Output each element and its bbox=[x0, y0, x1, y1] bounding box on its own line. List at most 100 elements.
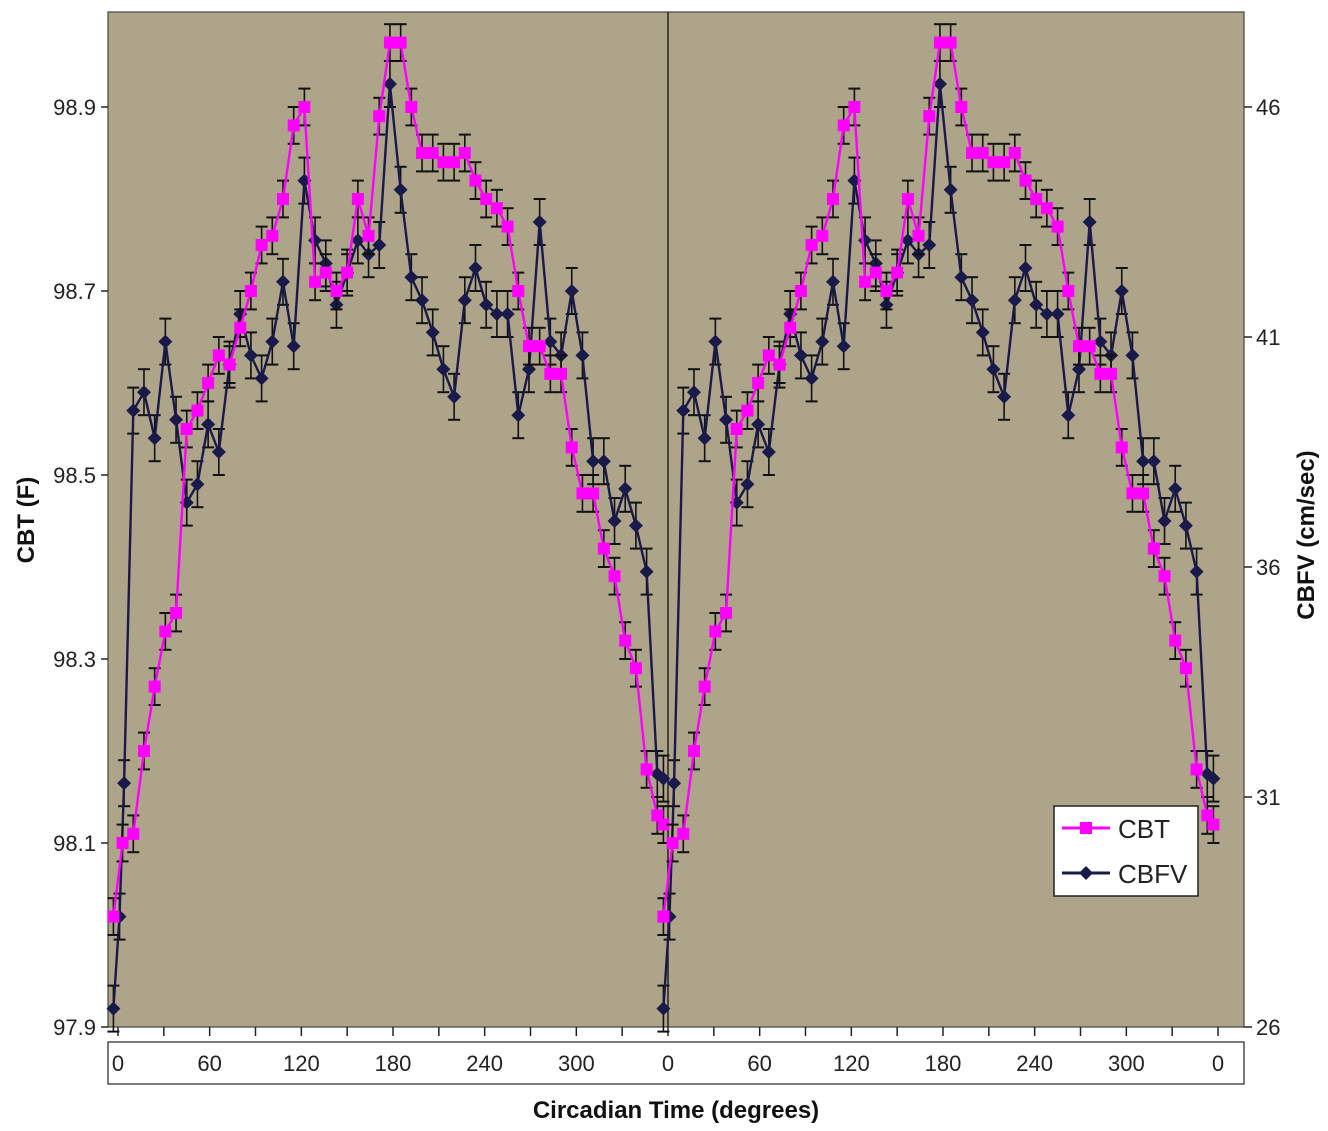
data-point-cbfv bbox=[618, 481, 633, 496]
data-point-cbfv bbox=[575, 348, 590, 363]
data-point-cbt bbox=[773, 358, 786, 371]
x-tick-label: 60 bbox=[197, 1051, 221, 1076]
data-point-cbfv bbox=[628, 518, 643, 533]
y-right-tick-label: 41 bbox=[1256, 325, 1280, 350]
data-point-cbfv bbox=[943, 182, 958, 197]
data-point-cbt bbox=[698, 680, 711, 693]
data-point-cbt bbox=[341, 266, 354, 279]
data-point-cbfv bbox=[1178, 518, 1193, 533]
data-point-cbt bbox=[1008, 147, 1021, 159]
data-point-cbt bbox=[544, 367, 557, 380]
data-point-cbt bbox=[394, 36, 407, 49]
data-point-cbt bbox=[1190, 763, 1203, 776]
data-point-cbt bbox=[1030, 193, 1043, 205]
data-point-cbfv bbox=[986, 362, 1001, 377]
data-point-cbfv bbox=[1157, 514, 1172, 528]
data-point-cbt bbox=[976, 147, 989, 159]
data-point-cbt bbox=[966, 147, 979, 159]
data-point-cbt bbox=[1158, 570, 1171, 583]
data-point-cbfv bbox=[117, 776, 132, 791]
data-point-cbfv bbox=[404, 270, 419, 285]
data-point-cbfv bbox=[676, 403, 691, 418]
data-point-cbfv bbox=[169, 412, 184, 427]
y-left-tick-label: 98.1 bbox=[53, 831, 96, 856]
data-point-cbt bbox=[309, 275, 322, 288]
data-point-cbfv bbox=[1136, 454, 1151, 469]
data-point-cbt bbox=[1137, 487, 1150, 500]
data-point-cbt bbox=[148, 680, 161, 693]
x-tick-label: 0 bbox=[662, 1051, 674, 1076]
x-tick-label: 300 bbox=[558, 1051, 595, 1076]
data-point-cbfv bbox=[751, 417, 766, 432]
data-point-cbt bbox=[351, 193, 364, 205]
data-point-cbt bbox=[1126, 487, 1139, 500]
data-point-cbfv bbox=[136, 385, 151, 400]
x-tick-label: 120 bbox=[833, 1051, 870, 1076]
y-left-tick-label: 98.9 bbox=[53, 95, 96, 120]
data-point-cbt bbox=[629, 662, 642, 675]
data-point-cbfv bbox=[415, 293, 430, 308]
x-axis-title: Circadian Time (degrees) bbox=[533, 1097, 819, 1124]
data-point-cbfv bbox=[932, 77, 947, 91]
data-point-cbt bbox=[458, 147, 471, 159]
data-point-cbfv bbox=[900, 233, 915, 248]
data-point-cbfv bbox=[922, 238, 937, 252]
y-right-tick-label: 31 bbox=[1256, 785, 1280, 810]
data-point-cbt bbox=[859, 275, 872, 288]
data-point-cbt bbox=[426, 147, 439, 159]
data-point-cbt bbox=[180, 423, 193, 435]
data-point-cbfv bbox=[147, 431, 162, 446]
data-point-cbt bbox=[923, 110, 936, 123]
data-point-cbfv bbox=[965, 293, 980, 308]
data-point-cbfv bbox=[350, 233, 365, 248]
data-point-cbfv bbox=[975, 325, 990, 340]
data-point-cbt bbox=[869, 266, 882, 279]
data-point-cbfv bbox=[1082, 215, 1097, 229]
data-point-cbfv bbox=[804, 371, 819, 386]
y-right-axis-title: CBFV (cm/sec) bbox=[1293, 450, 1320, 619]
data-point-cbfv bbox=[997, 389, 1012, 404]
data-point-cbt bbox=[651, 809, 664, 822]
data-point-cbfv bbox=[1018, 261, 1033, 275]
x-axis-box bbox=[107, 1041, 1245, 1085]
data-point-cbt bbox=[127, 827, 140, 840]
y-left-axis-ticks: 97.9 98.1 98.3 98.5 98.7 98.9 bbox=[53, 95, 108, 1040]
data-point-cbt bbox=[266, 229, 279, 242]
data-point-cbfv bbox=[265, 334, 280, 349]
y-right-tick-label: 26 bbox=[1256, 1015, 1280, 1040]
data-point-cbt bbox=[880, 285, 893, 297]
data-point-cbt bbox=[469, 174, 482, 187]
data-point-cbfv bbox=[761, 445, 776, 459]
data-point-cbt bbox=[501, 220, 514, 233]
data-point-cbfv bbox=[607, 514, 622, 528]
data-point-cbfv bbox=[1189, 564, 1204, 579]
x-tick-label: 180 bbox=[925, 1051, 962, 1076]
data-point-cbt bbox=[298, 101, 311, 113]
data-point-cbfv bbox=[639, 564, 654, 579]
series-layer bbox=[106, 23, 1221, 1033]
data-point-cbt bbox=[202, 377, 215, 389]
data-point-cbfv bbox=[1206, 771, 1221, 786]
data-point-cbfv bbox=[815, 334, 830, 349]
data-point-cbfv bbox=[1029, 297, 1044, 312]
data-point-cbt bbox=[234, 321, 247, 334]
data-point-cbt bbox=[137, 745, 150, 757]
data-point-cbt bbox=[319, 266, 332, 279]
data-point-cbfv bbox=[201, 417, 216, 432]
data-point-cbfv bbox=[532, 215, 547, 229]
data-point-cbt bbox=[794, 285, 807, 297]
data-point-cbt bbox=[784, 321, 797, 334]
data-point-cbt bbox=[837, 119, 850, 132]
data-point-cbt bbox=[944, 36, 957, 49]
data-point-cbt bbox=[362, 229, 375, 242]
data-point-cbt bbox=[277, 193, 289, 205]
data-point-cbt bbox=[730, 423, 743, 435]
data-point-cbfv bbox=[1007, 293, 1022, 308]
data-point-cbfv bbox=[793, 348, 808, 363]
data-point-cbfv bbox=[479, 297, 494, 312]
x-tick-label: 0 bbox=[1212, 1051, 1224, 1076]
data-point-cbt bbox=[107, 910, 120, 923]
legend-label-cbfv: CBFV bbox=[1118, 859, 1188, 889]
x-tick-label: 300 bbox=[1108, 1051, 1145, 1076]
legend-box bbox=[1053, 805, 1199, 897]
